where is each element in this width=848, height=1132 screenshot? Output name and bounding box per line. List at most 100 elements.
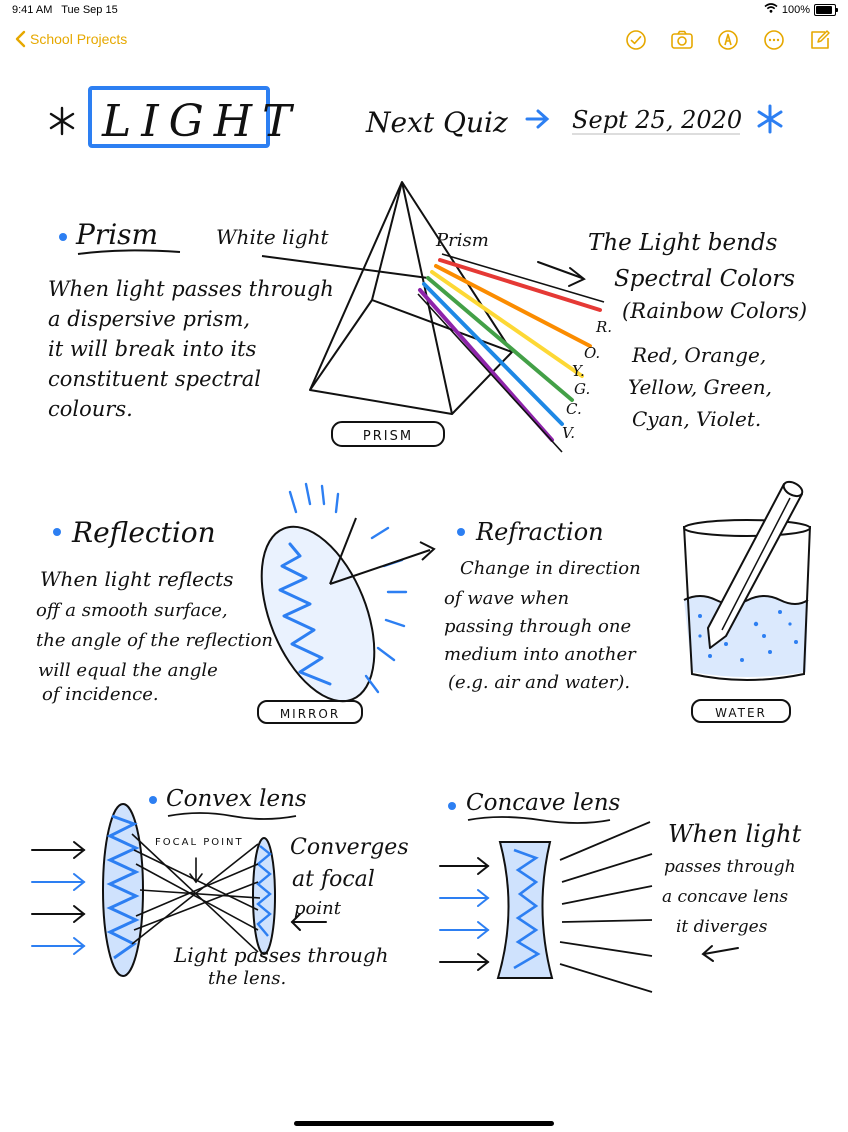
prism-body-line: When light passes through [48,277,334,301]
bends-line: (Rainbow Colors) [622,299,807,323]
prism-heading: Prism [75,218,158,251]
battery-level [816,5,832,14]
mirror-box-label: MIRROR [280,707,340,721]
water-box-label: WATER [715,706,767,720]
concave-heading: Concave lens [466,790,621,816]
camera-icon [671,30,693,49]
concave-bullet [448,802,456,810]
water-glass-drawing [683,480,811,681]
refraction-heading: Refraction [475,518,604,546]
quiz-label: Next Quiz [365,106,508,139]
compose-icon [811,30,830,49]
status-left: 9:41 AM Tue Sep 15 [12,4,124,16]
concave-body-line: When light [668,820,802,848]
title-box [88,86,270,148]
bends-line: Spectral Colors [614,266,795,292]
convex-bullet [149,796,157,804]
battery-icon [814,3,838,16]
home-indicator[interactable] [294,1121,554,1126]
handwritten-note: LIGHT Next Quiz Sept 25, 2020 Prism Whit… [31,86,811,993]
reflection-body-line: When light reflects [40,567,233,591]
converges-text: Converges at focal point [290,835,409,919]
spectrum-outline [417,253,605,453]
reflection-bullet [53,528,61,536]
convex-arrows [31,841,86,955]
spectrum-rays [418,258,602,442]
focal-point-label: FOCAL POINT [155,837,244,848]
chevron-left-icon [14,30,26,48]
markup-button[interactable] [716,28,740,52]
spectrum-letter-v: V. [562,424,575,442]
refraction-body-line: (e.g. air and water). [448,672,630,693]
reflection-body-text: When light reflects off a smooth surface… [36,567,273,705]
prism-label: Prism [435,230,489,251]
white-light-label: White light [216,225,330,249]
converges-line: Converges [290,835,409,860]
status-time: 9:41 AM [12,4,53,16]
arrow-head-icon [419,541,436,561]
refraction-body-line: medium into another [444,644,637,665]
checklist-button[interactable] [624,28,648,52]
prism-bullet [59,233,67,241]
colors-text: Red, Orange, Yellow, Green, Cyan, Violet… [628,343,772,431]
refraction-bullet [457,528,465,536]
converges-line: at focal [292,867,375,892]
concave-body-text: When light passes through a concave lens… [662,820,802,937]
colors-line: Red, Orange, [631,343,766,367]
reflection-body-line: will equal the angle [38,660,218,681]
reflection-body-line: off a smooth surface, [36,600,228,621]
status-right: 100% [764,3,838,16]
bends-text: The Light bends Spectral Colors (Rainbow… [588,230,807,323]
prism-body-text: When light passes through a dispersive p… [48,277,334,421]
concave-lens-drawing [496,821,653,993]
mirror-drawing [260,482,436,703]
prism-body-line: colours. [48,397,133,421]
prism-body-line: it will break into its [48,337,257,361]
quiz-date: Sept 25, 2020 [572,106,742,134]
refraction-body-text: Change in direction of wave when passing… [444,558,641,693]
quiz-asterisk-icon [757,104,783,134]
spectrum-letter-g: G. [574,380,590,398]
arrow-right-icon [525,109,550,129]
spectrum-letter-c: C. [566,400,582,418]
concave-body-line: a concave lens [662,887,788,907]
colors-line: Yellow, Green, [628,375,772,399]
more-ellipsis-icon [764,30,784,50]
concave-arrows [439,857,490,971]
passes-line: the lens. [208,968,286,989]
status-date: Tue Sep 15 [61,4,118,16]
toolbar [624,28,832,52]
more-button[interactable] [762,28,786,52]
prism-body-line: a dispersive prism, [48,307,250,331]
spectrum-letters: R. O. Y. G. C. V. [562,318,612,442]
passes-text: Light passes through the lens. [173,943,389,989]
converges-line: point [294,898,342,919]
note-canvas[interactable]: LIGHT Next Quiz Sept 25, 2020 Prism Whit… [0,64,848,1114]
concave-underline [467,816,611,824]
spectrum-letter-y: Y. [572,362,585,380]
compose-button[interactable] [808,28,832,52]
refraction-body-line: of wave when [444,588,569,609]
convex-lens-drawing [102,803,276,977]
back-label: School Projects [30,31,128,47]
passes-line: Light passes through [173,943,389,967]
reflection-body-line: the angle of the reflection [36,630,273,651]
back-button[interactable]: School Projects [14,30,127,48]
focal-arrow-icon [189,857,203,884]
checkmark-circle-icon [626,30,646,50]
convex-underline [167,812,297,820]
title-asterisk-icon [49,106,75,136]
nav-bar: School Projects [0,26,848,58]
arrow-right-icon [537,261,586,287]
prism-body-line: constituent spectral [48,367,261,391]
colors-line: Cyan, Violet. [632,407,761,431]
refraction-body-line: Change in direction [460,558,641,579]
mirror-label-box [257,700,363,724]
battery-percent: 100% [781,3,810,16]
camera-button[interactable] [670,28,694,52]
spectrum-letter-o: O. [584,344,600,362]
water-label-box [691,699,791,723]
convex-heading: Convex lens [166,786,307,812]
concave-body-line: passes through [664,857,796,877]
arrow-left-icon [290,913,327,931]
